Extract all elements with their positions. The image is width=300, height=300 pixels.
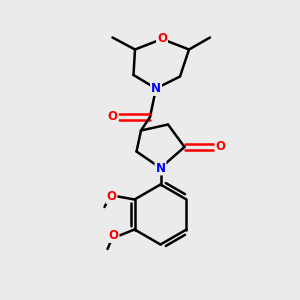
Text: O: O	[215, 140, 226, 154]
Text: N: N	[155, 161, 166, 175]
Text: N: N	[151, 82, 161, 95]
Text: O: O	[109, 229, 118, 242]
Text: O: O	[106, 190, 116, 203]
Text: O: O	[107, 110, 118, 124]
Text: O: O	[157, 32, 167, 46]
